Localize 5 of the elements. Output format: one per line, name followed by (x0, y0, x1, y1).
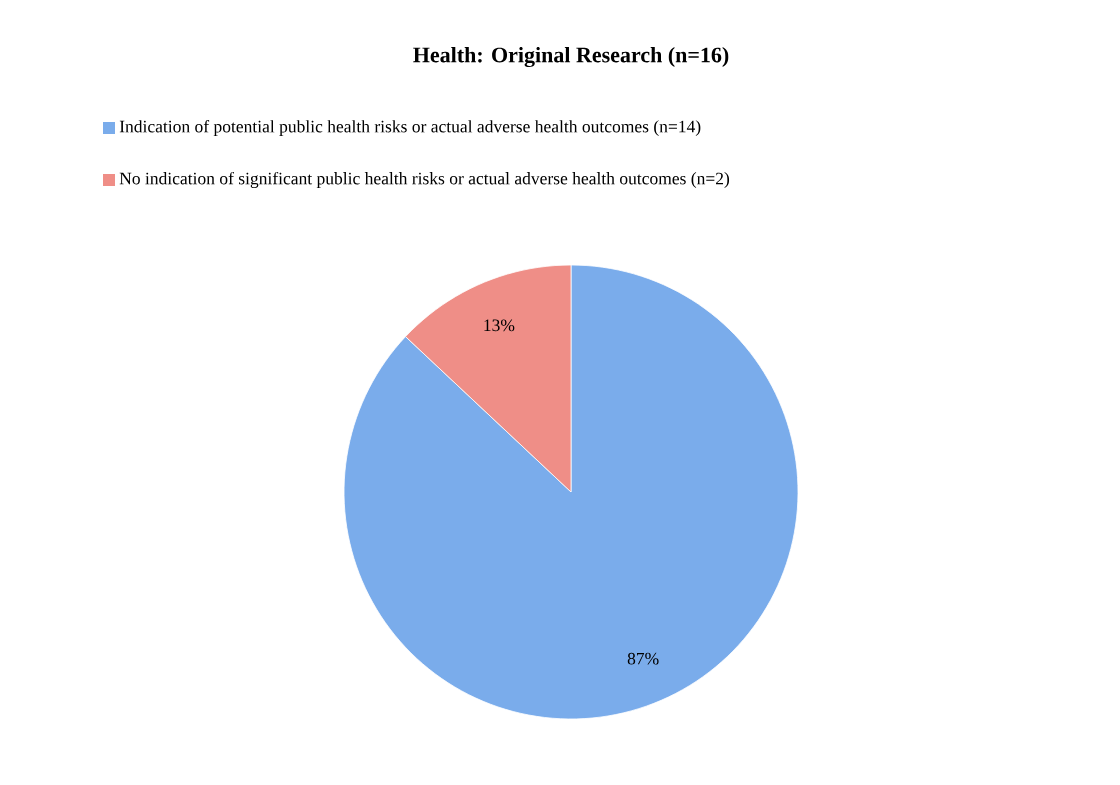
chart-title: Health: Original Research (n=16) (413, 46, 729, 68)
legend-label: No indication of significant public health risks or actual adverse health outcomes (n=2) (119, 171, 730, 189)
data-label: 87% (627, 652, 659, 665)
legend-label: Indication of potential public health risks or actual adverse health outcomes (n=14) (119, 119, 701, 136)
data-label: 13% (484, 319, 515, 332)
